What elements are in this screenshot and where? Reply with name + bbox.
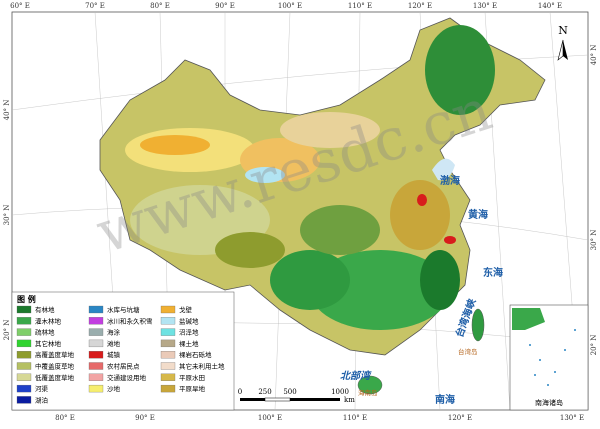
lat-label: 30° N [3,205,11,226]
legend-swatch [160,384,176,393]
legend: 图 例 有林地灌木林地疏林地其它林地高覆盖度草地中覆盖度草地低覆盖度草地河渠湖泊… [11,291,235,411]
land-cover [125,25,495,330]
legend-label: 交通建设用地 [107,373,147,382]
north-label: N [558,24,568,37]
lon-label: 110° E [343,414,367,422]
legend-label: 湖泊 [35,395,48,404]
legend-label: 灌木林地 [35,316,62,325]
legend-swatch [88,384,104,393]
legend-label: 裸土地 [179,339,199,348]
legend-swatch [88,317,104,325]
legend-swatch [160,362,176,370]
lat-label: 20° N [590,335,598,356]
lat-label: 40° N [590,45,598,66]
legend-swatch [88,305,104,314]
lon-label: 80° E [150,2,170,10]
legend-label: 农村居民点 [107,362,140,371]
legend-label: 海涂 [107,328,121,337]
north-arrow: N [557,24,568,61]
lon-label: 60° E [10,2,30,10]
lat-label: 40° N [3,100,11,121]
legend-swatch [16,339,32,348]
legend-swatch [16,362,32,370]
legend-label: 平原水田 [179,373,205,382]
island-label: 台湾岛 [458,347,478,356]
scale-unit: km [344,396,355,404]
legend-swatch [16,305,32,314]
legend-swatch [16,351,32,359]
lon-label: 90° E [135,414,155,422]
sea-label: 东海 [483,266,503,279]
legend-swatch [16,384,32,393]
legend-label: 有林地 [35,305,55,314]
legend-label: 高覆盖度草地 [35,350,75,359]
lon-label: 80° E [55,414,75,422]
scale-label: 250 [258,388,271,396]
legend-label: 其它林地 [35,339,62,348]
taiwan [471,308,485,342]
legend-swatch [16,396,32,404]
lon-label: 130° E [473,2,497,10]
lon-label: 120° E [408,2,432,10]
legend-label: 裸岩石砾地 [179,350,212,359]
legend-swatch [88,351,104,359]
lon-label: 100° E [258,414,282,422]
legend-swatch [88,362,104,370]
legend-swatch [160,373,176,381]
scale-label: 1000 [331,388,349,396]
sea-label: 北部湾 [340,370,372,382]
legend-label: 平原旱地 [179,384,206,393]
bohai [432,158,455,181]
sea-label: 渤海 [440,174,460,187]
hainan [357,375,383,395]
legend-label: 盐碱地 [179,316,199,325]
lat-label: 20° N [3,320,11,341]
legend-swatch [160,351,176,359]
legend-label: 低覆盖度草地 [35,373,75,382]
lon-label: 120° E [448,414,472,422]
lon-label: 110° E [348,2,372,10]
legend-swatch [160,305,176,314]
legend-swatch [160,328,176,336]
legend-title: 图 例 [17,294,36,304]
lon-label: 140° E [538,2,562,10]
legend-label: 沙地 [107,384,121,393]
legend-label: 水库与坑塘 [107,305,140,314]
legend-swatch [88,339,104,348]
lon-label: 90° E [215,2,235,10]
legend-label: 滩地 [107,339,121,348]
sea-label: 南海 [435,393,455,406]
lat-label: 30° N [590,230,598,251]
legend-swatch [16,373,32,381]
legend-swatch [160,317,176,325]
scale-label: 500 [283,388,296,396]
legend-label: 冰川和永久积雪 [107,316,153,325]
inset-label: 南海诸岛 [535,398,563,407]
lon-label: 100° E [278,2,302,10]
scale-label: 0 [238,388,242,396]
legend-swatch [16,328,32,336]
scale-bar: 0 250 500 1000 km [238,388,355,404]
legend-swatch [88,328,104,336]
legend-label: 中覆盖度草地 [35,362,75,371]
legend-label: 城镇 [107,350,121,359]
lon-label: 130° E [560,414,584,422]
lon-label: 70° E [85,2,105,10]
legend-label: 河渠 [35,384,49,393]
legend-swatch [16,317,32,325]
sea-label: 黄海 [468,208,488,221]
legend-label: 其它未利用土地 [179,362,225,371]
legend-label: 疏林地 [35,328,55,337]
legend-label: 沼泽地 [179,328,199,337]
inset: 南海诸岛 [509,304,589,411]
island-label: 海南岛 [358,388,378,397]
legend-swatch [88,373,104,381]
legend-swatch [160,339,176,348]
legend-label: 戈壁 [179,305,193,314]
